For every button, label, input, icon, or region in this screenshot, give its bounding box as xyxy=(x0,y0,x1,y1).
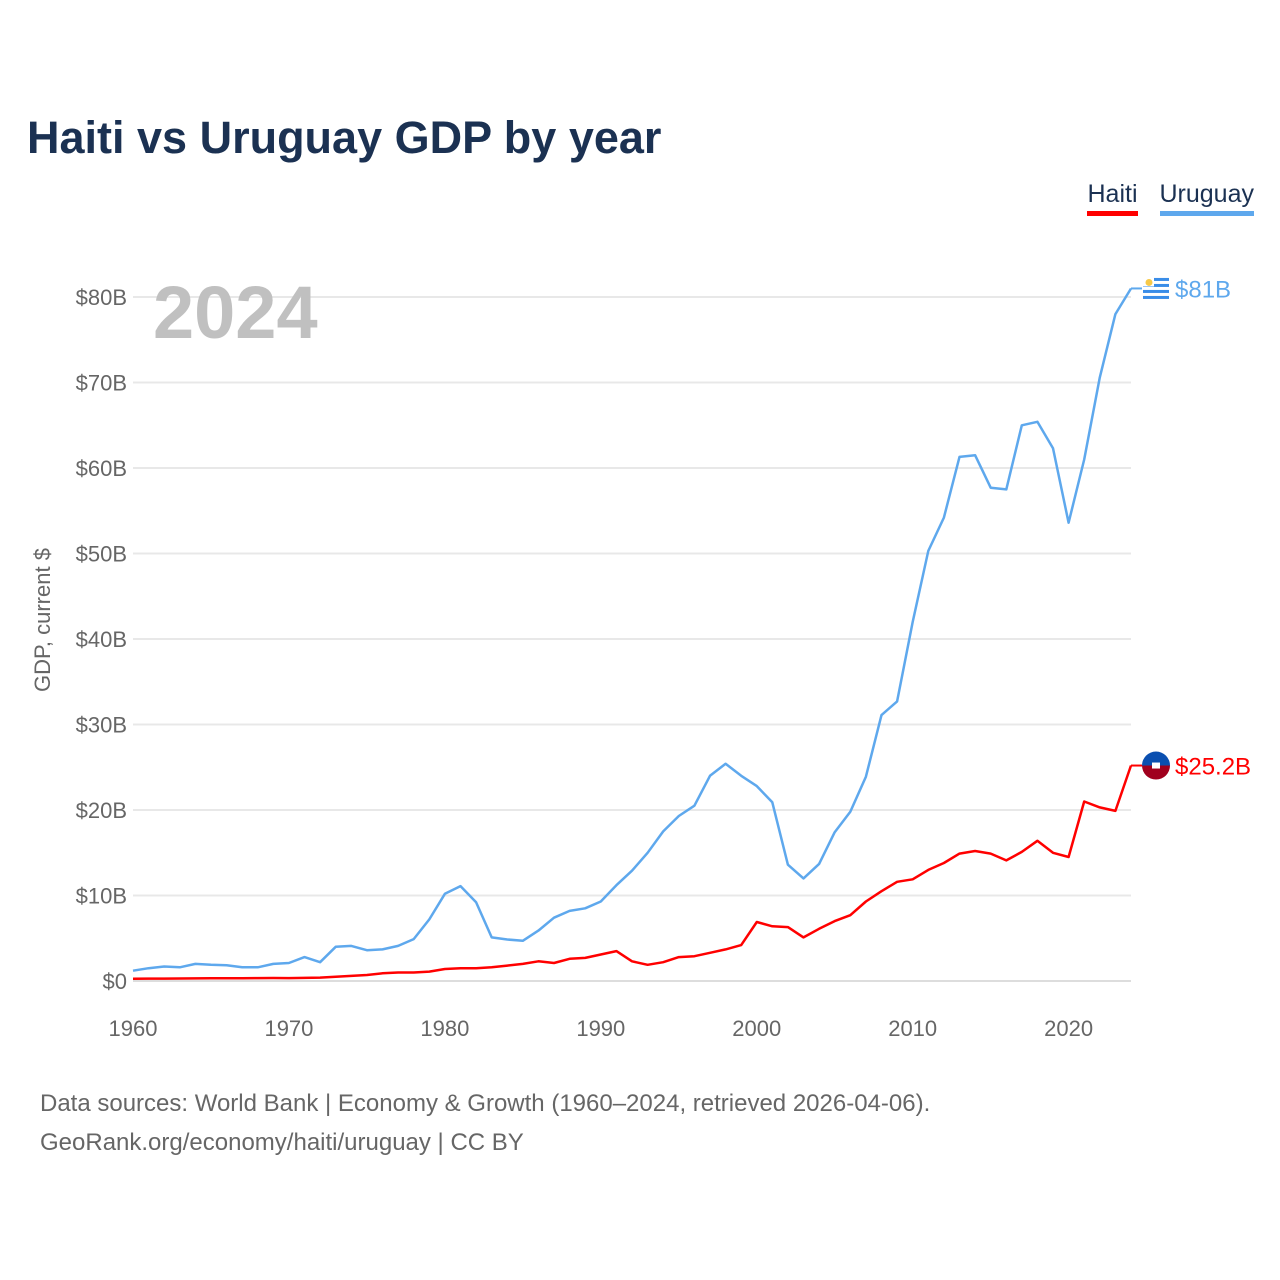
end-value-label: $25.2B xyxy=(1175,754,1251,781)
x-tick-label: 1970 xyxy=(264,1016,313,1041)
x-tick-label: 1960 xyxy=(109,1016,158,1041)
url-text: GeoRank.org/economy/haiti/uruguay | CC B… xyxy=(40,1129,524,1156)
y-tick-label: $20B xyxy=(76,798,127,823)
source-text: Data sources: World Bank | Economy & Gro… xyxy=(40,1090,931,1117)
legend: Haiti Uruguay xyxy=(1087,180,1254,216)
legend-item-uruguay[interactable]: Uruguay xyxy=(1159,180,1254,216)
y-tick-label: $60B xyxy=(76,456,127,481)
y-tick-label: $0 xyxy=(103,969,127,994)
footer: Data sources: World Bank | Economy & Gro… xyxy=(40,1084,930,1162)
x-tick-label: 1990 xyxy=(576,1016,625,1041)
uruguay-flag-stripe xyxy=(1143,283,1169,287)
end-value-label: $81B xyxy=(1175,276,1231,303)
year-label: 2024 xyxy=(153,271,318,354)
series-line-haiti xyxy=(132,765,1133,980)
chart-title: Haiti vs Uruguay GDP by year xyxy=(27,112,662,163)
haiti-flag-icon xyxy=(1142,765,1170,780)
legend-item-haiti[interactable]: Haiti xyxy=(1087,180,1138,216)
uruguay-flag-stripe xyxy=(1143,295,1169,299)
x-tick-label: 2010 xyxy=(888,1016,937,1041)
uruguay-sun-icon xyxy=(1145,278,1153,286)
y-axis-label: GDP, current $ xyxy=(30,548,55,692)
haiti-flag-icon xyxy=(1152,762,1160,769)
y-tick-label: $40B xyxy=(76,627,127,652)
uruguay-flag-stripe xyxy=(1143,289,1169,293)
y-tick-label: $70B xyxy=(76,371,127,396)
haiti-flag-icon xyxy=(1142,751,1170,766)
x-tick-label: 1980 xyxy=(420,1016,469,1041)
y-tick-label: $30B xyxy=(76,713,127,738)
x-tick-label: 2020 xyxy=(1044,1016,1093,1041)
uruguay-flag-stripe xyxy=(1143,277,1169,281)
series-line-uruguay xyxy=(132,287,1133,972)
y-tick-label: $10B xyxy=(76,884,127,909)
y-tick-label: $80B xyxy=(76,285,127,310)
x-tick-label: 2000 xyxy=(732,1016,781,1041)
y-tick-label: $50B xyxy=(76,542,127,567)
